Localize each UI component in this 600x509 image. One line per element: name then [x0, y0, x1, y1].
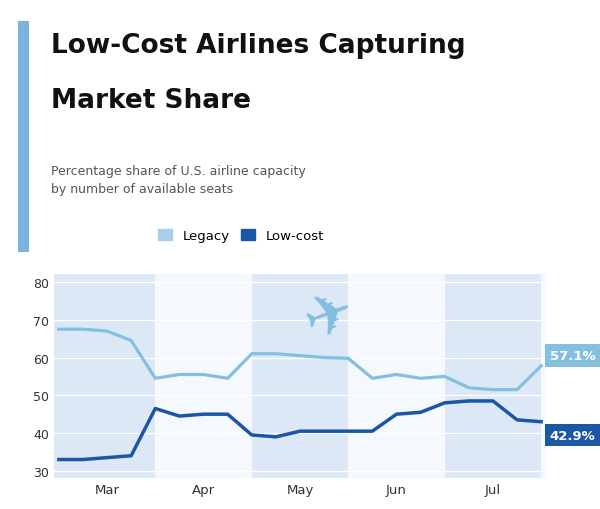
Legend: Legacy, Low-cost: Legacy, Low-cost	[152, 224, 329, 248]
Bar	[445, 275, 541, 478]
Text: 57.1%: 57.1%	[550, 349, 595, 362]
Bar	[18, 22, 29, 253]
Bar	[348, 275, 445, 478]
Bar	[541, 275, 553, 478]
Bar	[59, 275, 155, 478]
Text: Percentage share of U.S. airline capacity
by number of available seats: Percentage share of U.S. airline capacit…	[51, 165, 306, 196]
Text: Low-Cost Airlines Capturing: Low-Cost Airlines Capturing	[51, 33, 466, 59]
Bar	[155, 275, 252, 478]
Bar	[252, 275, 348, 478]
Text: ✈: ✈	[297, 280, 362, 351]
Text: 42.9%: 42.9%	[550, 429, 595, 442]
Text: Market Share: Market Share	[51, 88, 251, 114]
